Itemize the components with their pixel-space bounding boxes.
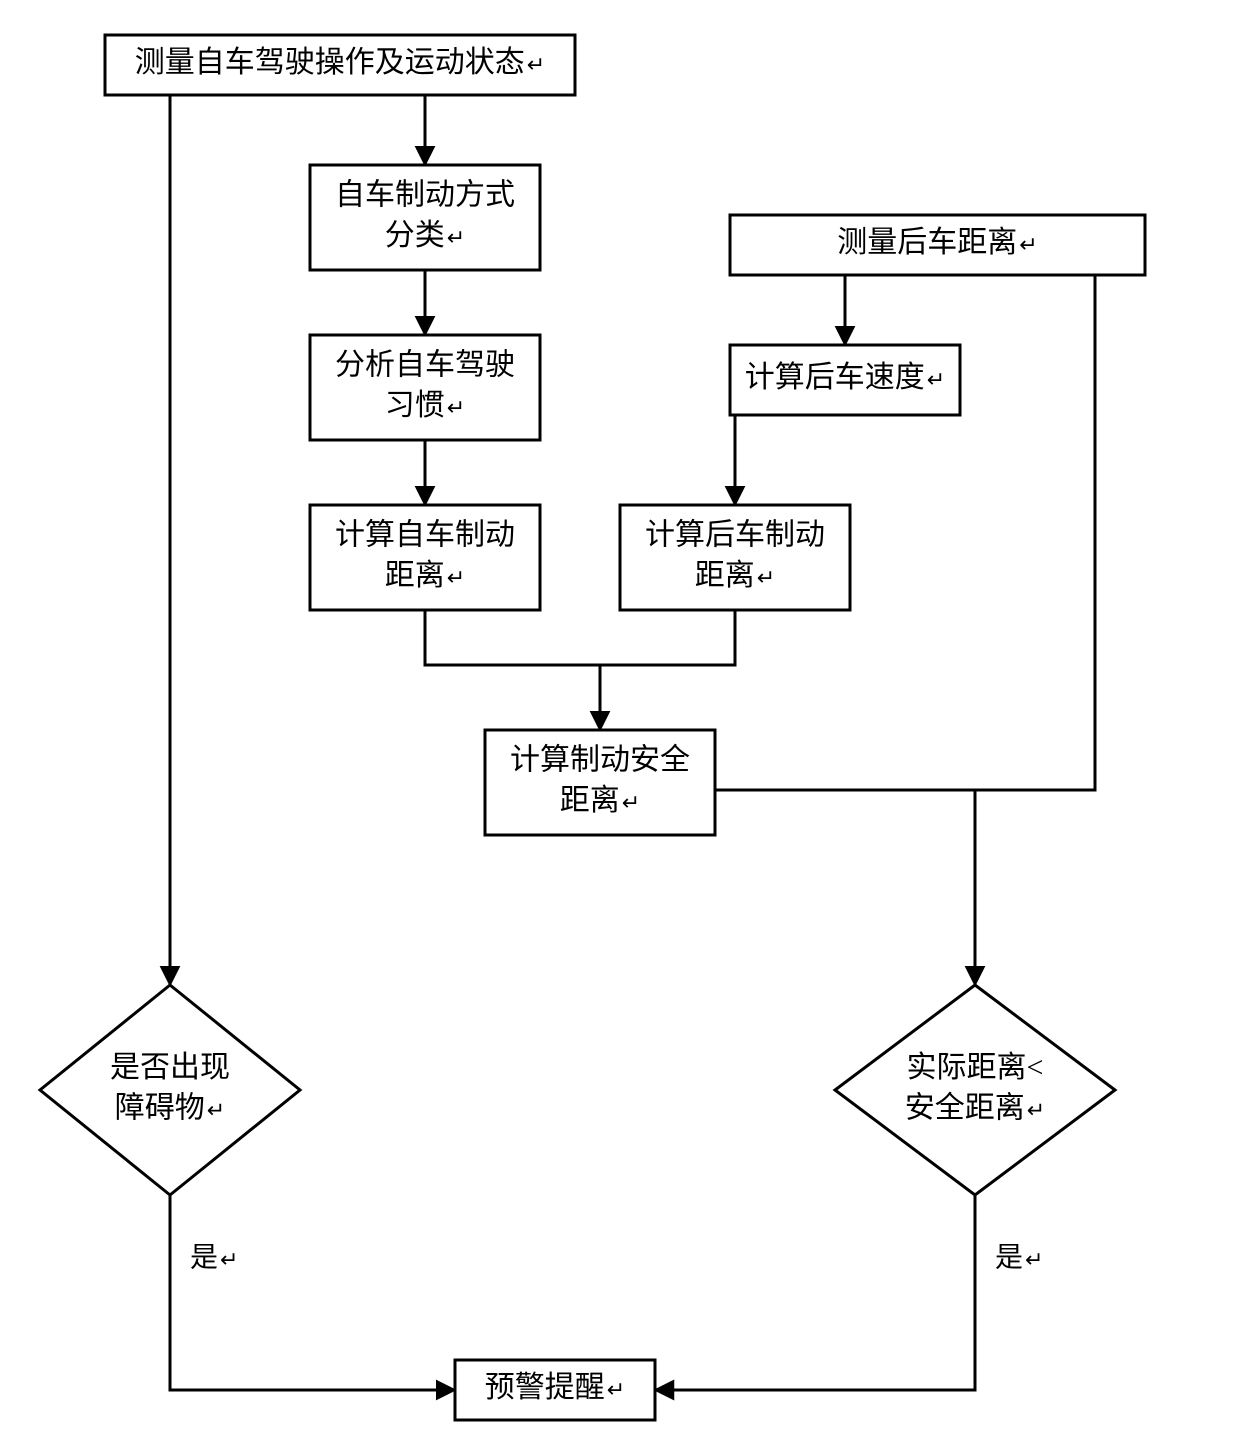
flow-edge xyxy=(600,610,735,665)
flow-edge xyxy=(170,1195,455,1390)
edge-label: 是↵ xyxy=(190,1242,238,1273)
flow-edge xyxy=(975,275,1095,790)
n_obstacle xyxy=(40,985,300,1195)
n_measure_rear-label: 测量后车距离↵ xyxy=(837,226,1037,259)
n_warn-label: 预警提醒↵ xyxy=(485,1371,625,1404)
n_measure_self-label: 测量自车驾驶操作及运动状态↵ xyxy=(135,46,545,79)
edge-label: 是↵ xyxy=(995,1242,1043,1273)
n_compare xyxy=(835,985,1115,1195)
flow-edge xyxy=(715,790,975,985)
n_rear_speed-label: 计算后车速度↵ xyxy=(745,361,945,394)
flow-edge xyxy=(655,1195,975,1390)
flow-edge xyxy=(425,610,600,730)
